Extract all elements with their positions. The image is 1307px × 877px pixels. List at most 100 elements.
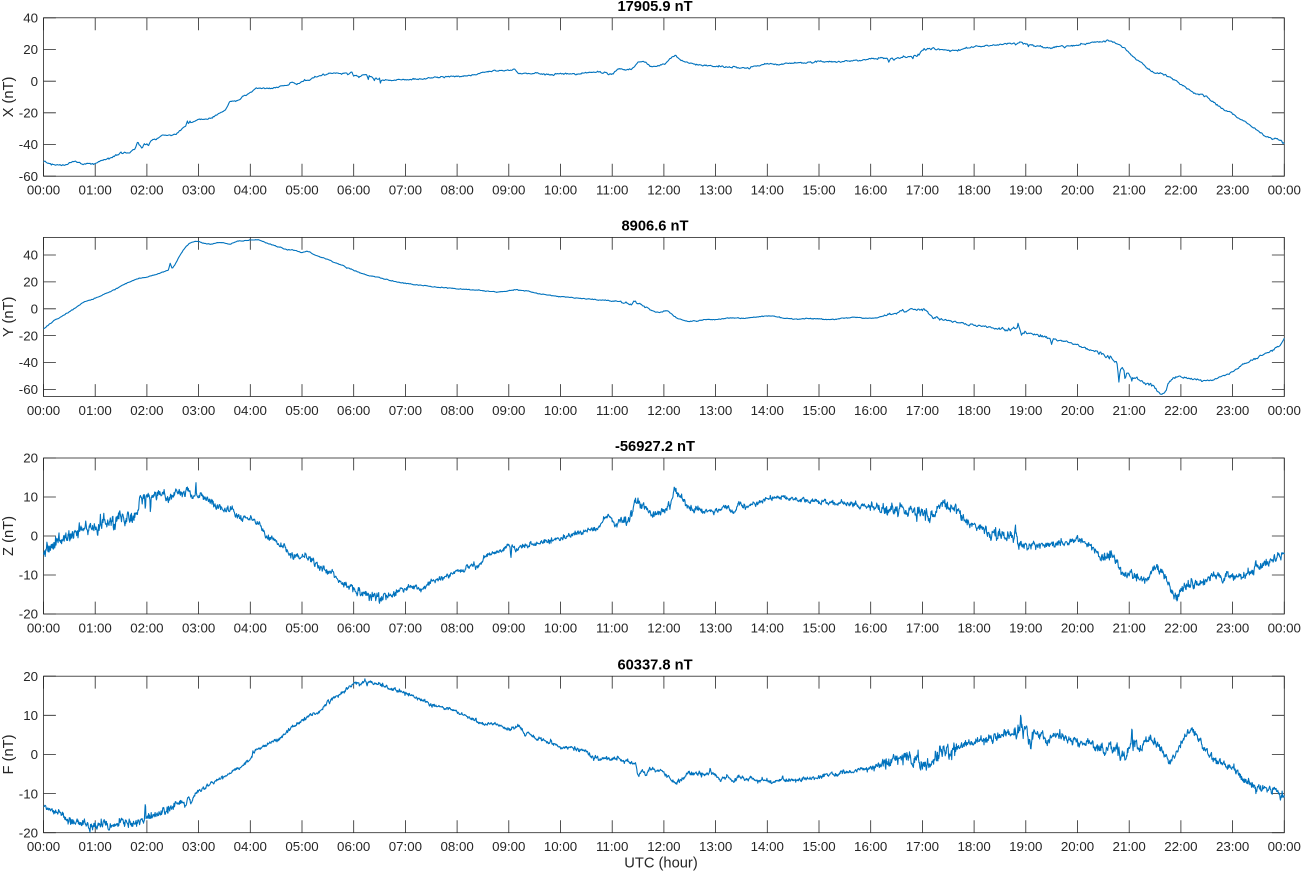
svg-text:03:00: 03:00 <box>182 183 215 198</box>
svg-text:-20: -20 <box>19 106 38 121</box>
svg-text:06:00: 06:00 <box>337 183 370 198</box>
svg-text:20:00: 20:00 <box>1061 183 1094 198</box>
svg-text:11:00: 11:00 <box>596 839 628 854</box>
svg-text:15:00: 15:00 <box>802 183 835 198</box>
svg-text:Z (nT): Z (nT) <box>1 516 17 556</box>
svg-text:15:00: 15:00 <box>802 839 835 854</box>
svg-text:11:00: 11:00 <box>596 620 628 635</box>
svg-text:05:00: 05:00 <box>285 620 318 635</box>
svg-text:08:00: 08:00 <box>440 839 473 854</box>
svg-text:-60: -60 <box>19 169 38 184</box>
svg-text:04:00: 04:00 <box>234 403 267 418</box>
svg-text:-56927.2 nT: -56927.2 nT <box>615 439 695 455</box>
svg-text:07:00: 07:00 <box>389 620 422 635</box>
svg-text:14:00: 14:00 <box>751 403 784 418</box>
svg-text:10:00: 10:00 <box>544 403 577 418</box>
svg-text:00:00: 00:00 <box>27 403 60 418</box>
svg-text:16:00: 16:00 <box>854 620 887 635</box>
svg-text:05:00: 05:00 <box>285 403 318 418</box>
svg-text:22:00: 22:00 <box>1164 183 1197 198</box>
svg-text:22:00: 22:00 <box>1164 839 1197 854</box>
svg-text:13:00: 13:00 <box>699 403 732 418</box>
svg-text:11:00: 11:00 <box>596 183 628 198</box>
svg-text:20:00: 20:00 <box>1061 403 1094 418</box>
svg-text:01:00: 01:00 <box>79 403 112 418</box>
svg-text:12:00: 12:00 <box>647 839 680 854</box>
svg-text:12:00: 12:00 <box>647 403 680 418</box>
svg-text:06:00: 06:00 <box>337 403 370 418</box>
svg-text:15:00: 15:00 <box>802 620 835 635</box>
svg-text:07:00: 07:00 <box>389 839 422 854</box>
svg-text:20: 20 <box>23 275 38 290</box>
svg-text:10:00: 10:00 <box>544 620 577 635</box>
svg-text:01:00: 01:00 <box>79 183 112 198</box>
svg-text:17:00: 17:00 <box>906 839 939 854</box>
svg-text:14:00: 14:00 <box>751 620 784 635</box>
svg-text:Y (nT): Y (nT) <box>1 297 17 338</box>
svg-text:15:00: 15:00 <box>802 403 835 418</box>
svg-text:21:00: 21:00 <box>1113 839 1146 854</box>
svg-text:20:00: 20:00 <box>1061 839 1094 854</box>
svg-text:19:00: 19:00 <box>1009 839 1042 854</box>
svg-text:19:00: 19:00 <box>1009 403 1042 418</box>
svg-text:17:00: 17:00 <box>906 620 939 635</box>
svg-text:21:00: 21:00 <box>1113 183 1146 198</box>
svg-text:11:00: 11:00 <box>596 403 628 418</box>
svg-text:-20: -20 <box>19 328 38 343</box>
svg-text:09:00: 09:00 <box>492 839 525 854</box>
svg-text:04:00: 04:00 <box>234 839 267 854</box>
svg-text:00:00: 00:00 <box>27 839 60 854</box>
svg-text:10:00: 10:00 <box>544 839 577 854</box>
svg-text:00:00: 00:00 <box>1268 403 1301 418</box>
svg-text:20:00: 20:00 <box>1061 620 1094 635</box>
svg-text:40: 40 <box>23 248 38 263</box>
svg-text:23:00: 23:00 <box>1216 183 1249 198</box>
svg-text:0: 0 <box>31 747 38 762</box>
svg-text:00:00: 00:00 <box>1268 183 1301 198</box>
svg-text:UTC (hour): UTC (hour) <box>624 856 697 872</box>
svg-text:00:00: 00:00 <box>1268 839 1301 854</box>
svg-text:17:00: 17:00 <box>906 183 939 198</box>
svg-text:03:00: 03:00 <box>182 620 215 635</box>
svg-text:22:00: 22:00 <box>1164 620 1197 635</box>
svg-text:-10: -10 <box>19 568 38 583</box>
svg-text:03:00: 03:00 <box>182 839 215 854</box>
svg-text:0: 0 <box>31 74 38 89</box>
svg-text:F (nT): F (nT) <box>1 735 17 775</box>
svg-text:16:00: 16:00 <box>854 403 887 418</box>
svg-text:19:00: 19:00 <box>1009 620 1042 635</box>
svg-text:09:00: 09:00 <box>492 620 525 635</box>
svg-text:-40: -40 <box>19 137 38 152</box>
svg-text:40: 40 <box>23 11 38 26</box>
svg-text:00:00: 00:00 <box>27 183 60 198</box>
svg-text:13:00: 13:00 <box>699 839 732 854</box>
svg-text:23:00: 23:00 <box>1216 620 1249 635</box>
svg-text:X (nT): X (nT) <box>1 77 17 118</box>
svg-text:09:00: 09:00 <box>492 403 525 418</box>
svg-text:00:00: 00:00 <box>27 620 60 635</box>
svg-text:18:00: 18:00 <box>957 839 990 854</box>
svg-text:01:00: 01:00 <box>79 620 112 635</box>
svg-text:23:00: 23:00 <box>1216 403 1249 418</box>
svg-text:22:00: 22:00 <box>1164 403 1197 418</box>
svg-text:02:00: 02:00 <box>130 620 163 635</box>
svg-text:-20: -20 <box>19 607 38 622</box>
svg-text:20: 20 <box>23 42 38 57</box>
svg-text:12:00: 12:00 <box>647 620 680 635</box>
svg-text:14:00: 14:00 <box>751 183 784 198</box>
svg-text:-40: -40 <box>19 355 38 370</box>
svg-text:09:00: 09:00 <box>492 183 525 198</box>
svg-text:18:00: 18:00 <box>957 620 990 635</box>
svg-text:10: 10 <box>23 708 38 723</box>
svg-text:-20: -20 <box>19 825 38 840</box>
svg-text:0: 0 <box>31 529 38 544</box>
svg-text:0: 0 <box>31 302 38 317</box>
svg-text:08:00: 08:00 <box>440 620 473 635</box>
svg-text:20: 20 <box>23 669 38 684</box>
svg-text:02:00: 02:00 <box>130 839 163 854</box>
svg-text:10:00: 10:00 <box>544 183 577 198</box>
svg-text:21:00: 21:00 <box>1113 620 1146 635</box>
svg-text:-10: -10 <box>19 786 38 801</box>
svg-text:05:00: 05:00 <box>285 839 318 854</box>
svg-text:07:00: 07:00 <box>389 183 422 198</box>
